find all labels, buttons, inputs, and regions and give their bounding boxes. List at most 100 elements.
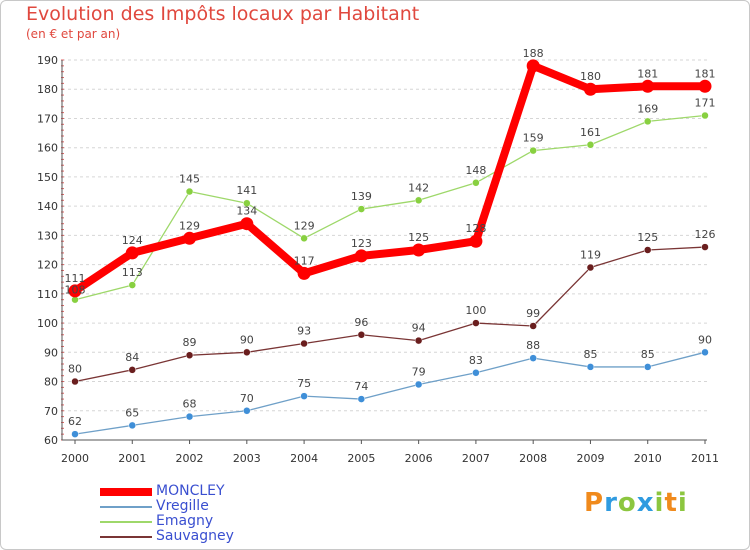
legend-swatch — [100, 506, 152, 508]
data-point — [643, 363, 652, 371]
legend-label: Vregille — [156, 498, 209, 514]
data-point — [586, 363, 595, 371]
data-label: 62 — [68, 415, 82, 428]
data-label: 85 — [583, 348, 597, 361]
legend-label: MONCLEY — [156, 483, 225, 499]
data-label: 74 — [354, 380, 368, 393]
data-point — [243, 348, 251, 357]
data-label: 129 — [179, 219, 200, 232]
legend-label: Emagny — [156, 513, 214, 529]
x-tick-label: 2008 — [519, 452, 547, 465]
data-label: 90 — [698, 333, 712, 346]
legend-swatch — [100, 536, 152, 538]
data-point — [185, 187, 194, 196]
data-point — [472, 319, 480, 327]
data-point — [71, 430, 79, 438]
data-label: 124 — [122, 234, 143, 247]
data-point — [469, 234, 483, 248]
legend-item-vregille: Vregille — [100, 499, 360, 514]
data-point — [529, 354, 537, 362]
chart-title: Evolution des Impôts locaux par Habitant — [26, 3, 420, 25]
series-line-emagny — [74, 114, 706, 301]
data-point — [297, 266, 311, 280]
data-label: 75 — [297, 377, 311, 390]
data-point — [183, 231, 197, 245]
data-point — [586, 263, 595, 272]
proxiti-logo: Proxiti — [584, 488, 688, 518]
data-point — [698, 79, 712, 93]
y-tick-label: 60 — [44, 434, 58, 447]
series-line-sauvagney — [74, 246, 706, 383]
data-label: 113 — [122, 266, 143, 279]
data-point — [414, 380, 423, 389]
y-tick-label: 140 — [37, 200, 58, 213]
data-point — [643, 117, 652, 126]
data-label: 111 — [65, 272, 86, 285]
y-tick-label: 180 — [37, 83, 58, 96]
legend-swatch — [100, 521, 152, 523]
data-point — [414, 196, 423, 205]
data-point — [529, 146, 537, 155]
data-label: 145 — [179, 173, 200, 186]
data-label: 79 — [412, 365, 426, 378]
data-label: 129 — [294, 219, 315, 232]
data-label: 84 — [125, 351, 139, 364]
data-label: 148 — [465, 164, 486, 177]
y-tick-label: 80 — [44, 376, 58, 389]
data-point — [68, 284, 82, 298]
y-tick-label: 70 — [44, 405, 58, 418]
data-point — [472, 179, 480, 187]
data-label: 108 — [65, 284, 86, 297]
data-point — [128, 421, 137, 430]
y-tick-label: 110 — [37, 288, 58, 301]
data-label: 99 — [526, 307, 540, 320]
legend-item-sauvagney: Sauvagney — [100, 529, 360, 544]
data-label: 125 — [637, 231, 658, 244]
data-point — [128, 366, 137, 374]
x-tick-label: 2009 — [576, 452, 604, 465]
data-label: 89 — [183, 336, 197, 349]
data-point — [526, 59, 540, 73]
data-point — [586, 141, 595, 149]
data-point — [300, 339, 308, 348]
series-line-moncley — [71, 61, 709, 295]
y-tick-label: 160 — [37, 142, 58, 155]
data-point — [357, 395, 366, 403]
data-point — [185, 412, 194, 421]
data-point — [701, 348, 709, 357]
data-point — [701, 111, 709, 120]
data-label: 181 — [695, 67, 716, 80]
data-label: 181 — [637, 67, 658, 80]
data-label: 188 — [523, 47, 544, 60]
chart-legend: MONCLEY Vregille Emagny Sauvagney — [100, 484, 360, 544]
data-label: 119 — [580, 249, 601, 262]
legend-swatch — [100, 488, 152, 496]
data-label: 70 — [240, 392, 254, 405]
series-line-vregille — [74, 351, 706, 435]
data-point — [357, 205, 366, 213]
data-label: 94 — [412, 322, 426, 335]
data-label: 123 — [351, 237, 372, 250]
data-label: 65 — [125, 406, 139, 419]
data-label: 90 — [240, 333, 254, 346]
data-point — [185, 351, 194, 359]
data-point — [701, 243, 709, 251]
y-tick-label: 100 — [37, 317, 58, 330]
data-label: 180 — [580, 70, 601, 83]
data-label: 134 — [236, 205, 257, 218]
chart-subtitle: (en € et par an) — [26, 27, 121, 41]
data-label: 142 — [408, 181, 429, 194]
data-label: 68 — [183, 398, 197, 411]
data-label: 96 — [354, 316, 368, 329]
data-label: 125 — [408, 231, 429, 244]
data-point — [125, 246, 139, 260]
data-label: 171 — [695, 97, 716, 110]
data-point — [357, 331, 366, 339]
data-label: 128 — [465, 222, 486, 235]
y-tick-label: 190 — [37, 54, 58, 67]
y-tick-label: 120 — [37, 259, 58, 272]
data-point — [529, 322, 537, 330]
data-point — [583, 82, 597, 96]
data-point — [71, 377, 79, 386]
y-tick-label: 90 — [44, 346, 58, 359]
